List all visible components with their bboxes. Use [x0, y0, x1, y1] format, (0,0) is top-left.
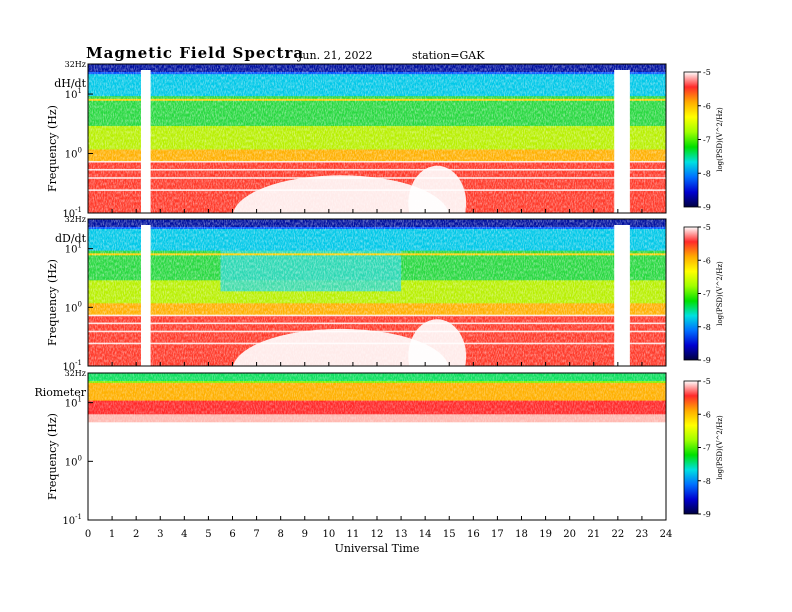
- colorbar-tick-label: -9: [703, 510, 711, 519]
- x-tick-label: 3: [157, 529, 163, 540]
- x-tick-label: 16: [467, 529, 480, 540]
- x-tick-label: 1: [109, 529, 115, 540]
- colorbar-tick-label: -7: [703, 290, 711, 299]
- x-tick-label: 2: [133, 529, 139, 540]
- y-tick-label: 100: [65, 454, 82, 468]
- y-tick-label: 32Hz: [65, 215, 86, 224]
- colorbar-tick-label: -9: [703, 203, 711, 212]
- panel-label: Riometer: [34, 386, 86, 399]
- x-tick-label: 11: [347, 529, 360, 540]
- colorbar-tick-label: -8: [703, 169, 711, 178]
- panel-label: dD/dt: [55, 232, 87, 245]
- colorbar-3: -5 -6 -7 -8 -9 log(PSD)(V^2/Hz): [683, 377, 724, 519]
- x-tick-label: 6: [229, 529, 235, 540]
- x-tick-label: 20: [563, 529, 576, 540]
- colorbar-label: log(PSD)(V^2/Hz): [716, 261, 724, 326]
- colorbar-tick-label: -6: [703, 102, 711, 111]
- y-tick-label: 32Hz: [65, 369, 86, 378]
- y-tick-label: 100: [65, 300, 82, 314]
- panel-label: dH/dt: [54, 77, 86, 90]
- x-tick-label: 7: [253, 529, 259, 540]
- colorbar-gradient: [683, 380, 699, 515]
- y-axis-label: Frequency (Hz): [46, 259, 59, 346]
- colorbar-tick-label: -6: [703, 410, 711, 419]
- colorbar-2: -5 -6 -7 -8 -9 log(PSD)(V^2/Hz): [683, 223, 724, 365]
- colorbar-label: log(PSD)(V^2/Hz): [716, 107, 724, 172]
- colorbar-tick-label: -5: [703, 377, 711, 386]
- y-tick-label: 10-1: [62, 513, 82, 527]
- y-axis-label: Frequency (Hz): [46, 413, 59, 500]
- colorbar-tick-label: -8: [703, 323, 711, 332]
- x-tick-label: 22: [611, 529, 624, 540]
- x-tick-label: 9: [302, 529, 308, 540]
- x-tick-label: 0: [85, 529, 91, 540]
- x-tick-label: 4: [181, 529, 187, 540]
- colorbar-tick-label: -5: [703, 68, 711, 77]
- x-tick-label: 12: [371, 529, 384, 540]
- x-tick-label: 21: [587, 529, 600, 540]
- colorbar-tick-label: -8: [703, 477, 711, 486]
- date-label: Jun. 21, 2022: [298, 49, 373, 62]
- colorbar-gradient: [683, 71, 699, 208]
- x-tick-label: 18: [515, 529, 528, 540]
- texture: [88, 219, 666, 366]
- y-axis-label: Frequency (Hz): [46, 105, 59, 192]
- colorbar-gradient: [683, 226, 699, 361]
- x-tick-label: 23: [636, 529, 649, 540]
- colorbar-tick-label: -7: [703, 136, 711, 145]
- x-tick-label: 5: [205, 529, 211, 540]
- colorbar-tick-label: -7: [703, 444, 711, 453]
- y-tick-label: 100: [65, 147, 82, 161]
- colorbar-tick-label: -6: [703, 256, 711, 265]
- texture: [88, 373, 666, 520]
- figure-title: Magnetic Field Spectra: [86, 44, 305, 62]
- x-tick-label: 10: [322, 529, 335, 540]
- station-label: station=GAK: [412, 49, 485, 62]
- spectrogram-image: [88, 373, 666, 520]
- x-tick-label: 24: [660, 529, 673, 540]
- x-tick-label: 13: [395, 529, 408, 540]
- texture: [88, 64, 666, 213]
- x-axis-label: Universal Time: [335, 542, 420, 555]
- x-tick-label: 8: [277, 529, 283, 540]
- colorbar-1: -5 -6 -7 -8 -9 log(PSD)(V^2/Hz): [683, 68, 724, 212]
- colorbar-tick-label: -9: [703, 356, 711, 365]
- x-tick-label: 15: [443, 529, 456, 540]
- x-tick-label: 19: [539, 529, 552, 540]
- colorbar-tick-label: -5: [703, 223, 711, 232]
- y-tick-label: 32Hz: [65, 60, 86, 69]
- colorbar-label: log(PSD)(V^2/Hz): [716, 415, 724, 480]
- x-tick-label: 17: [491, 529, 504, 540]
- spectrogram-image: [88, 219, 666, 366]
- spectrogram-image: [88, 64, 666, 213]
- x-tick-label: 14: [419, 529, 432, 540]
